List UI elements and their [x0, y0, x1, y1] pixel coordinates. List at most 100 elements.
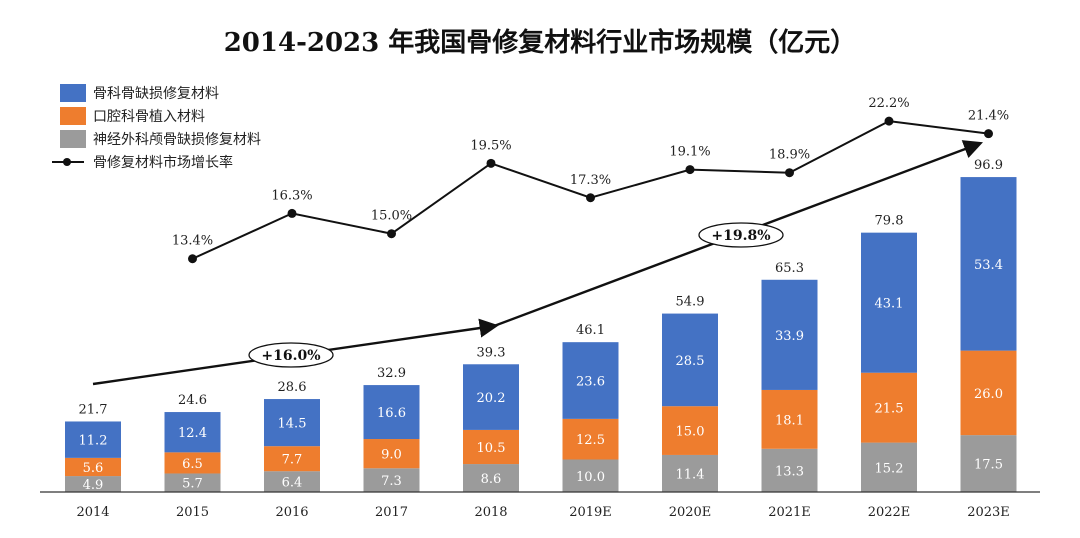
segment-value-label: 43.1 [875, 297, 904, 312]
segment-value-label: 12.4 [178, 426, 207, 441]
segment-value-label: 6.4 [282, 476, 303, 491]
segment-value-label: 9.0 [381, 448, 402, 463]
segment-value-label: 7.3 [381, 474, 402, 489]
bar-segment [264, 471, 320, 492]
segment-value-label: 21.5 [875, 402, 904, 417]
legend-swatch [60, 130, 86, 148]
bar-segment [164, 473, 221, 492]
segment-value-label: 26.0 [974, 387, 1003, 402]
bar-segment [662, 454, 718, 492]
segment-value-label: 8.6 [481, 472, 502, 487]
legend-swatch [60, 84, 86, 102]
growth-rate-label: 15.0% [371, 209, 412, 224]
segment-value-label: 10.5 [477, 441, 506, 456]
bar-segment [463, 364, 519, 430]
bar-segment [562, 459, 619, 492]
segment-value-label: 12.5 [576, 433, 605, 448]
x-tick-label: 2020E [669, 505, 712, 520]
bar-total-label: 79.8 [875, 214, 904, 229]
cagr-annotation-label: +16.0% [261, 348, 320, 364]
growth-rate-point [287, 208, 297, 218]
bar-total-label: 24.6 [178, 393, 207, 408]
legend-label: 骨修复材料市场增长率 [93, 154, 233, 171]
segment-value-label: 53.4 [974, 258, 1003, 273]
bar-segment [363, 468, 420, 492]
bar-segment [562, 418, 619, 460]
bar-total-label: 96.9 [974, 158, 1003, 173]
growth-rate-point [387, 229, 396, 239]
segment-value-label: 18.1 [775, 413, 804, 428]
bar-segment [463, 429, 519, 465]
growth-rate-point [785, 168, 794, 178]
segment-value-label: 11.4 [676, 467, 705, 482]
bars-layer: 4.9 5.6 11.2 21.7 5.7 6.5 12.4 24.6 6.4 7.7 14.5 28… [65, 158, 1017, 493]
growth-rate-label: 19.5% [470, 138, 511, 153]
x-tick-label: 2022E [868, 505, 911, 520]
growth-rate-point [188, 254, 197, 264]
cagr-annotation-oval [248, 342, 334, 368]
segment-value-label: 16.6 [377, 406, 406, 421]
bar-segment [264, 446, 320, 472]
segment-value-label: 33.9 [775, 329, 804, 344]
x-tick-label: 2018 [474, 505, 507, 520]
growth-rate-label: 19.1% [669, 145, 710, 160]
growth-rate-point [984, 129, 993, 139]
legend-line-marker [63, 158, 71, 166]
segment-value-label: 11.2 [79, 434, 108, 449]
growth-rate-point [884, 116, 894, 126]
bar-segment [761, 448, 818, 492]
bar-segment [761, 279, 818, 390]
segment-value-label: 6.5 [182, 457, 203, 472]
growth-rate-label: 22.2% [868, 96, 909, 111]
bar-segment [65, 421, 121, 458]
bar-segment [463, 464, 519, 492]
bar-segment [662, 406, 718, 455]
x-tick-label: 2015 [176, 505, 209, 520]
legend-label: 神经外科颅骨缺损修复材料 [93, 131, 261, 148]
chart-title: 2014-2023 年我国骨修复材料行业市场规模（亿元） [223, 28, 857, 58]
trend-arrows: +16.0% +19.8% [92, 140, 983, 386]
x-tick-label: 2021E [768, 505, 811, 520]
bar-segment [65, 457, 121, 477]
bar-segment [164, 452, 221, 474]
x-tick-label: 2019E [569, 505, 612, 520]
bar-total-label: 54.9 [676, 295, 705, 310]
bar-total-label: 28.6 [278, 380, 307, 395]
bar-total-label: 21.7 [79, 402, 108, 417]
growth-rate-label: 21.4% [968, 109, 1009, 124]
bar-total-label: 39.3 [477, 345, 506, 360]
segment-value-label: 15.0 [676, 425, 705, 440]
growth-rate-point [685, 165, 695, 175]
x-tick-label: 2023E [967, 505, 1010, 520]
growth-rate-label: 17.3% [570, 173, 611, 188]
bar-segment [662, 313, 718, 407]
x-tick-label: 2016 [275, 505, 308, 520]
segment-value-label: 23.6 [576, 375, 605, 390]
growth-rate-label: 13.4% [172, 234, 213, 249]
bar-segment [264, 399, 320, 447]
bar-total-label: 46.1 [576, 323, 605, 338]
bar-segment [960, 435, 1017, 492]
bar-segment [861, 232, 917, 373]
legend-label: 骨科骨缺损修复材料 [93, 85, 219, 102]
segment-value-label: 5.6 [83, 461, 104, 476]
growth-rate-point [486, 158, 496, 168]
legend-swatch [60, 107, 86, 125]
segment-value-label: 17.5 [974, 458, 1003, 473]
x-axis: 2014 2015 2016 2017 2018 2019E 2020E 2021E 2022E… [40, 491, 1040, 520]
x-tick-label: 2017 [375, 505, 408, 520]
bar-segment [363, 385, 420, 440]
growth-rate-label: 18.9% [769, 148, 810, 163]
bar-segment [861, 442, 917, 492]
cagr-annotation-label: +19.8% [711, 228, 770, 244]
segment-value-label: 28.5 [676, 354, 705, 369]
bar-segment [960, 177, 1017, 351]
segment-value-label: 14.5 [278, 417, 307, 432]
x-tick-label: 2014 [76, 505, 109, 520]
segment-value-label: 15.2 [875, 461, 904, 476]
segment-value-label: 13.3 [775, 464, 804, 479]
growth-rate-point [586, 193, 595, 203]
segment-value-label: 10.0 [576, 470, 605, 485]
